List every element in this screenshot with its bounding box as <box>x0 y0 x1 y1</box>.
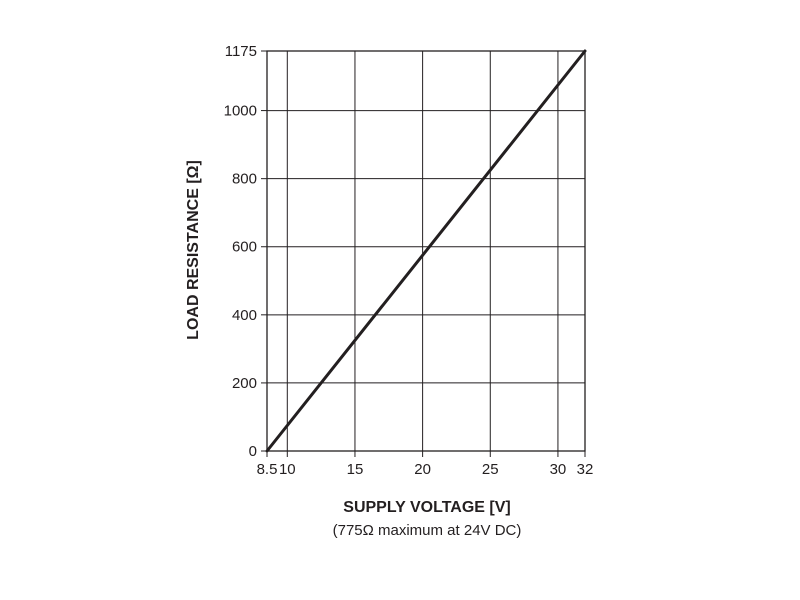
x-tick-labels: 8.5 10 15 20 25 30 32 <box>257 451 594 478</box>
y-tick-label: 1175 <box>225 43 257 60</box>
x-tick-label: 32 <box>577 461 594 478</box>
plot-border <box>266 50 586 452</box>
x-axis-note: (775Ω maximum at 24V DC) <box>333 522 522 539</box>
y-tick-label: 200 <box>232 375 257 392</box>
y-tick-label: 0 <box>249 443 257 460</box>
y-tick-label: 400 <box>232 307 257 324</box>
x-tick-label: 15 <box>347 461 364 478</box>
x-tick-label: 25 <box>482 461 499 478</box>
series-group <box>265 49 587 453</box>
series-line <box>265 49 587 453</box>
x-tick-label: 8.5 <box>257 461 278 478</box>
y-tick-label: 1000 <box>224 103 257 120</box>
y-axis-title: LOAD RESISTANCE [Ω] <box>185 160 202 340</box>
y-tick-labels: 0 200 400 600 800 1000 1175 <box>224 43 267 460</box>
x-axis-title: SUPPLY VOLTAGE [V] <box>343 499 510 516</box>
plot-frame <box>266 50 586 452</box>
y-tick-label: 600 <box>232 239 257 256</box>
x-tick-label: 20 <box>414 461 431 478</box>
x-tick-label: 30 <box>550 461 567 478</box>
x-tick-label: 10 <box>279 461 296 478</box>
y-tick-label: 800 <box>232 171 257 188</box>
